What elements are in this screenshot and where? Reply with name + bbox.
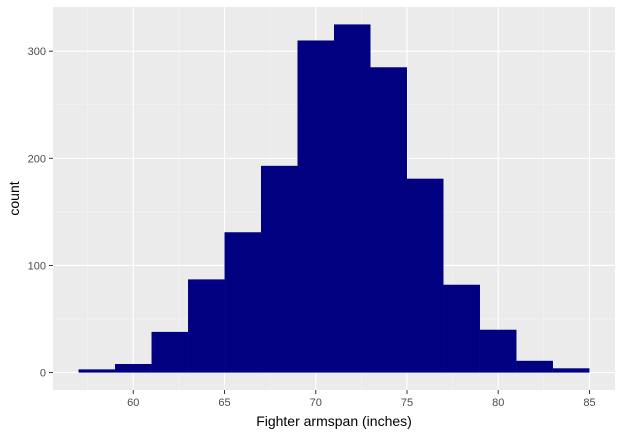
histogram-bar (151, 331, 189, 373)
histogram-bar (188, 279, 225, 373)
x-axis-title: Fighter armspan (inches) (256, 413, 412, 429)
histogram-bar (334, 24, 371, 373)
x-tick-label: 80 (492, 397, 504, 409)
histogram-bars (78, 24, 590, 373)
x-tick-label: 70 (310, 397, 322, 409)
histogram-bar (516, 360, 553, 373)
x-tick-label: 75 (401, 397, 413, 409)
histogram-bar (406, 178, 444, 373)
histogram-bar (297, 40, 334, 373)
y-axis: 0 100 200 300 (28, 46, 53, 380)
histogram-bar (115, 364, 152, 373)
y-axis-title: count (6, 181, 22, 215)
histogram-bar (443, 284, 480, 373)
y-tick-label: 200 (28, 153, 46, 165)
y-tick-label: 0 (40, 368, 46, 380)
histogram-bar (479, 329, 517, 373)
x-tick-label: 85 (583, 397, 595, 409)
histogram-bar (78, 369, 116, 373)
y-tick-label: 100 (28, 260, 46, 272)
x-tick-label: 65 (218, 397, 230, 409)
histogram-bar (224, 232, 262, 373)
x-axis: 60 65 70 75 80 85 (127, 390, 596, 409)
histogram-bar (261, 165, 298, 373)
histogram-bar (552, 368, 590, 373)
x-tick-label: 60 (127, 397, 139, 409)
y-tick-label: 300 (28, 46, 46, 58)
histogram-bar (370, 67, 407, 373)
